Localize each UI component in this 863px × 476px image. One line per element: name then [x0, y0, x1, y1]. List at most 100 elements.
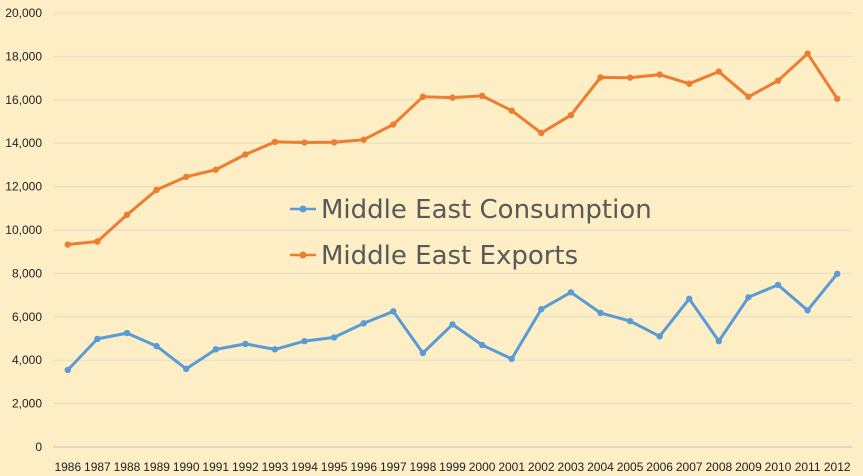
y-tick-label: 12,000: [5, 180, 42, 194]
legend: Middle East Consumption Middle East Expo…: [290, 195, 652, 271]
data-point: [182, 365, 190, 373]
y-tick-label: 10,000: [5, 223, 42, 237]
data-point: [153, 186, 160, 194]
series-lines: [64, 50, 841, 374]
legend-entry-exports[interactable]: Middle East Exports: [290, 241, 578, 271]
x-tick-label: 1986: [54, 460, 81, 474]
data-point: [597, 309, 604, 317]
x-tick-label: 1994: [291, 460, 318, 474]
data-point: [478, 341, 486, 349]
x-tick-label: 1999: [439, 460, 466, 474]
x-tick-label: 2007: [676, 460, 703, 474]
y-tick-label: 16,000: [5, 93, 42, 107]
data-point: [123, 211, 131, 219]
data-point: [212, 346, 219, 353]
x-tick-label: 1993: [262, 460, 289, 474]
x-tick-label: 1987: [84, 460, 111, 474]
data-point: [94, 335, 101, 343]
x-tick-label: 1989: [143, 460, 170, 474]
x-tick-label: 2012: [824, 460, 851, 474]
data-point: [567, 112, 575, 119]
x-tick-label: 1996: [350, 460, 377, 474]
x-tick-label: 2003: [558, 460, 585, 474]
data-point: [597, 74, 604, 81]
data-point: [360, 320, 367, 327]
data-point: [834, 270, 841, 278]
x-tick-label: 1995: [321, 460, 348, 474]
data-point: [301, 139, 308, 146]
data-point: [212, 166, 219, 173]
data-point: [64, 366, 71, 374]
y-axis: 0 2,000 4,000 6,000 8,000 10,000 12,000 14,000 1…: [5, 6, 42, 454]
y-tick-label: 6,000: [12, 310, 42, 324]
data-point: [774, 77, 782, 84]
data-point: [804, 307, 811, 314]
data-point: [419, 93, 427, 100]
data-point: [271, 138, 279, 146]
x-tick-label: 2001: [498, 460, 525, 474]
data-point: [242, 340, 249, 348]
x-tick-label: 2000: [469, 460, 496, 474]
data-point: [538, 306, 545, 313]
data-point: [478, 92, 486, 100]
data-point: [715, 337, 723, 345]
data-point: [508, 355, 515, 363]
y-tick-label: 18,000: [5, 49, 42, 63]
legend-label-exports: Middle East Exports: [321, 241, 578, 271]
legend-entry-consumption[interactable]: Middle East Consumption: [290, 195, 652, 225]
legend-marker-exports: [299, 251, 307, 259]
legend-marker-consumption: [299, 205, 307, 213]
data-point: [834, 95, 841, 102]
y-tick-label: 14,000: [5, 136, 42, 150]
x-tick-label: 2005: [617, 460, 644, 474]
data-point: [508, 107, 515, 114]
data-point: [330, 334, 338, 341]
data-point: [774, 281, 782, 289]
x-tick-label: 1991: [202, 460, 229, 474]
x-tick-label: 1997: [380, 460, 407, 474]
data-point: [153, 342, 160, 350]
x-tick-label: 2011: [795, 460, 821, 474]
x-tick-label: 1998: [410, 460, 437, 474]
data-point: [626, 74, 634, 81]
data-point: [94, 238, 101, 245]
x-tick-label: 2006: [646, 460, 673, 474]
data-point: [449, 94, 456, 101]
data-point: [567, 289, 575, 296]
data-point: [330, 139, 338, 146]
data-point: [419, 349, 427, 357]
y-tick-label: 2,000: [12, 397, 42, 411]
data-point: [301, 337, 308, 345]
x-tick-label: 1988: [114, 460, 141, 474]
data-point: [271, 346, 279, 353]
y-tick-label: 4,000: [12, 353, 42, 367]
gridlines: [53, 12, 852, 448]
data-point: [538, 129, 545, 137]
x-tick-label: 2009: [735, 460, 762, 474]
data-point: [123, 329, 131, 337]
data-point: [626, 317, 634, 325]
data-point: [449, 321, 456, 328]
legend-label-consumption: Middle East Consumption: [321, 195, 652, 225]
x-tick-label: 2010: [765, 460, 792, 474]
data-point: [656, 71, 663, 78]
data-point: [686, 295, 693, 302]
data-point: [390, 121, 397, 128]
x-tick-label: 1990: [173, 460, 200, 474]
data-point: [242, 151, 249, 158]
data-point: [360, 136, 367, 143]
data-point: [656, 333, 663, 340]
data-point: [64, 241, 71, 248]
data-point: [182, 173, 190, 181]
y-tick-label: 0: [35, 440, 42, 454]
x-axis: 1986 1987 1988 1989 1990 1991 1992 1993 1994 1995…: [54, 460, 850, 474]
data-point: [390, 308, 397, 315]
data-point: [804, 50, 811, 57]
data-point: [715, 68, 723, 75]
data-point: [686, 80, 693, 87]
y-tick-label: 8,000: [12, 266, 42, 280]
y-tick-label: 20,000: [5, 6, 42, 20]
x-tick-label: 2002: [528, 460, 555, 474]
x-tick-label: 2008: [705, 460, 732, 474]
